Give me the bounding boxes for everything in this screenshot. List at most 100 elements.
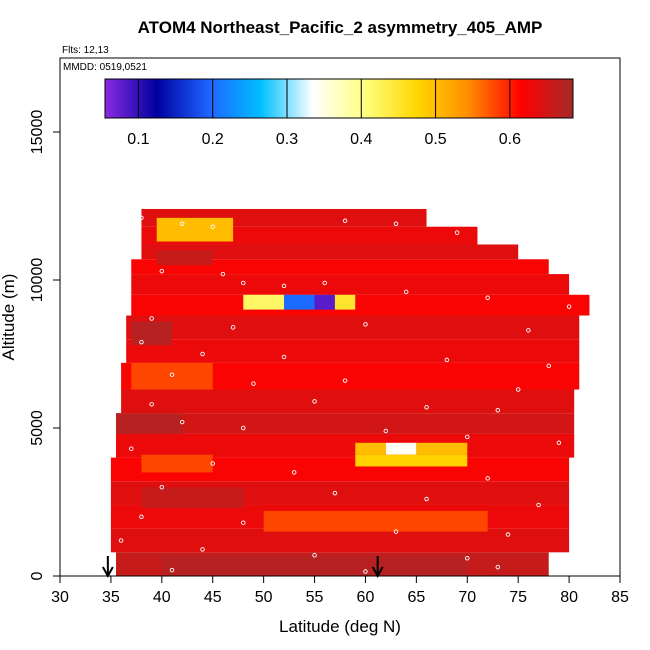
sample-point — [200, 351, 205, 357]
sample-point — [393, 221, 399, 227]
x-tick-label: 40 — [153, 589, 171, 606]
sample-point — [536, 502, 541, 508]
heatmap-patch-10 — [355, 442, 386, 455]
heatmap-row-5 — [131, 294, 590, 316]
sample-point — [332, 490, 338, 496]
sample-point — [495, 407, 501, 413]
x-tick-label: 45 — [204, 589, 222, 606]
sample-point — [139, 339, 144, 345]
sample-point — [363, 322, 368, 327]
sample-point — [159, 484, 165, 490]
heatmap-patch-14 — [141, 487, 244, 508]
sample-point — [169, 567, 175, 573]
colorbar-tick-label: 0.4 — [350, 131, 372, 148]
x-tick-label: 85 — [611, 589, 629, 606]
sample-point — [556, 561, 562, 567]
y-tick-label: 5000 — [29, 410, 46, 446]
sample-point — [251, 381, 256, 386]
x-tick-label: 75 — [509, 589, 527, 606]
sample-point — [403, 289, 409, 295]
sample-point — [312, 399, 317, 404]
x-axis: 30 35 40 45 50 55 60 65 70 75 80 85 — [51, 576, 629, 606]
dates-annotation: MMDD: 0519,0521 — [63, 62, 147, 73]
sample-point — [515, 387, 521, 392]
sample-point — [424, 496, 429, 502]
sample-point — [139, 514, 144, 520]
sample-point — [363, 569, 368, 574]
sample-point — [220, 271, 226, 277]
colorbar-tick-label: 0.3 — [276, 131, 298, 148]
sample-point — [179, 419, 185, 425]
sample-point — [179, 221, 185, 227]
flights-annotation: Flts: 12,13 — [62, 45, 109, 56]
sample-point — [342, 218, 348, 224]
y-axis-label: Altitude (m) — [0, 274, 18, 361]
heatmap-row-7 — [126, 339, 580, 363]
colorbar-tick-label: 0.6 — [499, 131, 521, 148]
plot-frame — [59, 57, 621, 577]
x-tick-label: 80 — [560, 589, 578, 606]
sample-point — [434, 218, 439, 224]
x-tick-label: 65 — [407, 589, 425, 606]
sample-point — [230, 325, 236, 330]
colorbar-ticks: 0.1 0.2 0.3 0.4 0.5 0.6 — [127, 79, 521, 148]
flight-marker-arrow-0 — [101, 556, 114, 579]
sample-point — [485, 476, 490, 481]
heatmap-layer — [110, 208, 590, 576]
heatmap-patch-15 — [263, 510, 488, 532]
sample-point — [118, 538, 124, 543]
x-tick-label: 50 — [255, 589, 273, 606]
sample-point — [505, 532, 511, 537]
sample-point — [210, 224, 215, 229]
y-axis: 0 5000 10000 15000 — [29, 110, 60, 580]
sample-point — [485, 295, 490, 301]
x-axis-label: Latitude (deg N) — [279, 617, 401, 636]
sample-point — [241, 280, 246, 286]
sample-point — [281, 354, 287, 360]
heatmap-patch-0 — [156, 217, 234, 242]
x-tick-label: 60 — [357, 589, 375, 606]
heatmap-patch-11 — [385, 442, 417, 455]
heatmap-patch-8 — [116, 413, 183, 434]
sample-point — [444, 357, 450, 363]
sample-point — [465, 434, 470, 440]
sample-point — [546, 363, 551, 369]
heatmap-row-9 — [121, 389, 575, 414]
sample-point — [241, 425, 246, 431]
sample-point — [393, 529, 399, 534]
sample-point — [495, 564, 501, 570]
colorbar — [104, 78, 574, 119]
heatmap-row-6 — [126, 315, 580, 340]
heatmap-row-2 — [141, 244, 519, 260]
sample-point — [566, 304, 572, 309]
x-tick-label: 70 — [458, 589, 476, 606]
sample-point — [322, 280, 327, 286]
x-tick-label: 55 — [306, 589, 324, 606]
heatmap-patch-9 — [141, 454, 213, 473]
heatmap-patch-6 — [131, 321, 172, 346]
heatmap-patch-2 — [243, 294, 284, 310]
sample-point — [291, 470, 297, 475]
heatmap-row-4 — [131, 274, 570, 295]
colorbar-tick-label: 0.1 — [127, 131, 149, 148]
heatmap-patch-4 — [314, 294, 335, 310]
sample-points-layer — [118, 215, 572, 574]
sample-point — [424, 405, 429, 410]
colorbar-tick-label: 0.2 — [202, 131, 224, 148]
sample-point — [383, 428, 389, 434]
sample-point — [169, 372, 175, 377]
heatmap-patch-1 — [156, 250, 213, 266]
colorbar-tick-label: 0.5 — [424, 131, 446, 148]
sample-point — [526, 328, 531, 333]
y-tick-label: 0 — [29, 571, 46, 580]
heatmap-row-10 — [116, 413, 575, 434]
sample-point — [200, 547, 205, 552]
sample-point — [159, 268, 165, 274]
sample-point — [149, 316, 154, 321]
x-tick-label: 35 — [102, 589, 120, 606]
x-tick-label: 30 — [51, 589, 69, 606]
heatmap-row-15 — [110, 528, 570, 553]
heatmap-row-3 — [131, 259, 549, 275]
sample-point — [139, 215, 144, 221]
